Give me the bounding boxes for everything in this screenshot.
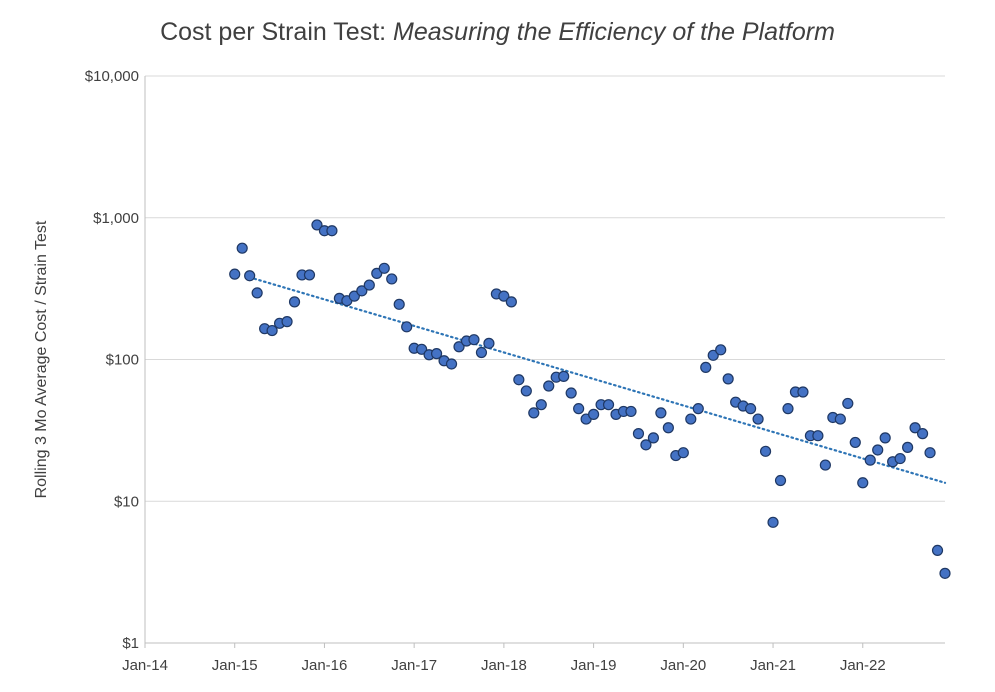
trendline bbox=[248, 276, 947, 484]
data-point bbox=[759, 445, 772, 457]
data-point bbox=[468, 334, 480, 346]
data-point bbox=[939, 567, 951, 579]
data-point bbox=[842, 397, 854, 410]
data-point bbox=[931, 544, 944, 557]
y-tick-label: $100 bbox=[106, 352, 139, 369]
data-point bbox=[834, 413, 846, 425]
data-point bbox=[573, 403, 585, 415]
data-point bbox=[229, 268, 241, 280]
data-point bbox=[244, 270, 256, 282]
data-point bbox=[281, 316, 293, 328]
data-point bbox=[879, 432, 891, 444]
data-point bbox=[819, 459, 831, 471]
data-point bbox=[857, 477, 869, 489]
x-tick-label: Jan-15 bbox=[212, 657, 258, 674]
data-point bbox=[303, 269, 316, 281]
y-tick-label: $10,000 bbox=[85, 68, 139, 85]
grid-lines bbox=[145, 75, 945, 644]
data-point bbox=[752, 413, 764, 425]
chart-title: Cost per Strain Test: Measuring the Effi… bbox=[0, 18, 995, 47]
chart-subtitle: Measuring the Efficiency of the Platform bbox=[393, 18, 835, 46]
y-tick-label: $1,000 bbox=[93, 210, 139, 227]
data-point bbox=[640, 439, 652, 451]
x-tick-label: Jan-18 bbox=[481, 657, 527, 674]
data-point bbox=[348, 290, 360, 302]
data-point bbox=[498, 290, 510, 302]
y-axis-title: Rolling 3 Mo Average Cost / Strain Test bbox=[33, 220, 50, 498]
data-point bbox=[378, 262, 390, 274]
data-point bbox=[782, 403, 794, 415]
data-point bbox=[902, 441, 914, 453]
data-point bbox=[535, 399, 547, 411]
data-point bbox=[745, 403, 757, 415]
data-point bbox=[386, 273, 398, 285]
data-point bbox=[453, 341, 465, 353]
data-point bbox=[812, 430, 824, 442]
data-point bbox=[401, 321, 413, 333]
x-tick-label: Jan-19 bbox=[571, 657, 617, 674]
y-tick-label: $10 bbox=[114, 493, 139, 510]
data-point bbox=[311, 219, 323, 231]
data-point bbox=[430, 348, 443, 360]
data-point bbox=[677, 447, 689, 459]
data-point bbox=[872, 444, 884, 456]
data-point bbox=[655, 407, 667, 419]
data-point bbox=[692, 403, 704, 415]
data-point bbox=[909, 422, 921, 434]
data-point bbox=[685, 413, 697, 425]
data-point bbox=[565, 387, 577, 399]
data-point bbox=[924, 447, 936, 459]
x-tick-label: Jan-16 bbox=[302, 657, 348, 674]
data-point bbox=[602, 399, 615, 411]
x-tick-label: Jan-17 bbox=[391, 657, 437, 674]
x-tick-label: Jan-20 bbox=[660, 657, 706, 674]
data-point bbox=[363, 279, 375, 291]
data-point bbox=[625, 405, 637, 418]
data-point bbox=[266, 324, 278, 337]
data-point bbox=[767, 516, 779, 528]
axes bbox=[144, 76, 945, 648]
x-tick-label: Jan-22 bbox=[840, 657, 886, 674]
data-point bbox=[528, 407, 540, 419]
data-point bbox=[326, 225, 338, 237]
data-point bbox=[849, 436, 861, 449]
data-point bbox=[647, 432, 660, 444]
y-tick-label: $1 bbox=[122, 635, 139, 652]
data-point bbox=[393, 298, 405, 310]
data-point bbox=[797, 386, 809, 398]
data-point bbox=[587, 408, 600, 420]
data-point bbox=[722, 373, 734, 385]
trendline-group bbox=[248, 276, 947, 484]
data-point bbox=[707, 349, 719, 361]
data-point bbox=[543, 380, 555, 392]
data-point bbox=[251, 287, 263, 299]
data-point bbox=[288, 296, 301, 308]
x-axis-tick-labels: Jan-14 Jan-15 Jan-16 Jan-17 Jan-18 Jan-19 Jan-… bbox=[122, 657, 886, 674]
data-point bbox=[715, 344, 727, 356]
data-point bbox=[520, 385, 532, 397]
data-points bbox=[229, 219, 951, 579]
data-point bbox=[632, 428, 645, 440]
data-point bbox=[864, 454, 876, 466]
data-point bbox=[916, 428, 929, 440]
data-point bbox=[356, 285, 368, 297]
data-point bbox=[505, 296, 517, 308]
data-point bbox=[445, 358, 458, 370]
data-point bbox=[700, 361, 712, 373]
y-axis-tick-labels: $1 $10 $100 $1,000 $10,000 bbox=[85, 68, 139, 652]
data-point bbox=[894, 452, 906, 465]
data-point bbox=[483, 337, 495, 349]
x-tick-label: Jan-14 bbox=[122, 657, 168, 674]
data-point bbox=[475, 346, 488, 359]
data-point bbox=[558, 370, 570, 382]
data-point bbox=[236, 242, 248, 254]
data-point bbox=[774, 474, 787, 487]
data-point bbox=[513, 374, 525, 386]
x-tick-label: Jan-21 bbox=[750, 657, 796, 674]
data-point bbox=[662, 422, 674, 434]
chart-title-main: Cost per Strain Test: bbox=[160, 18, 387, 46]
data-point bbox=[416, 343, 428, 355]
data-point bbox=[371, 267, 383, 279]
